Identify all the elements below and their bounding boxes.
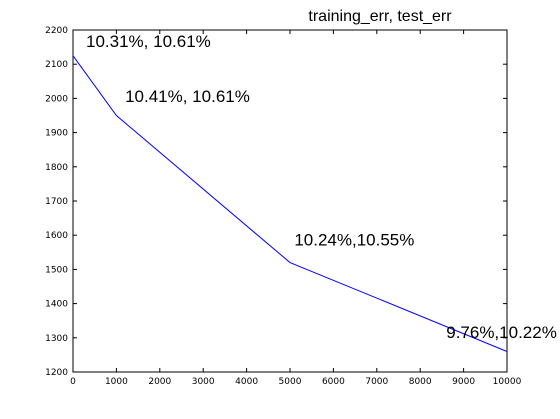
y-tick-label: 1800: [45, 163, 68, 173]
x-tick-label: 9000: [452, 377, 475, 387]
series-layer: [72, 55, 508, 352]
x-tick-label: 8000: [409, 377, 432, 387]
y-tick-label: 1500: [45, 265, 68, 275]
y-tick-label: 2000: [45, 94, 68, 104]
data-annotation: 10.41%, 10.61%: [125, 87, 250, 106]
y-tick-label: 1900: [45, 129, 68, 139]
x-tick-label: 6000: [322, 377, 345, 387]
x-tick-label: 7000: [365, 377, 388, 387]
y-tick-label: 1700: [45, 197, 68, 207]
data-annotation: 9.76%,10.22%: [446, 323, 557, 342]
y-tick-label: 1300: [45, 334, 68, 344]
y-axis: 1200 1300 1400 1500 1600 1700 1800 1900 2000 2100…: [45, 26, 507, 378]
data-annotation: 10.31%, 10.61%: [86, 32, 211, 51]
data-annotation: 10.24%,10.55%: [294, 230, 414, 249]
x-axis: 0 1000 2000 3000 4000 5000 6000 7000 8000 9000 100…: [70, 30, 522, 387]
x-tick-label: 3000: [192, 377, 215, 387]
x-tick-label: 5000: [279, 377, 302, 387]
chart-title: training_err, test_err: [308, 8, 452, 25]
x-tick-label: 4000: [235, 377, 258, 387]
annotations: 10.31%, 10.61% 10.41%, 10.61% 10.24%,10.55…: [86, 32, 557, 342]
y-tick-label: 2200: [45, 26, 68, 36]
x-tick-label: 10000: [493, 377, 522, 387]
x-tick-label: 2000: [148, 377, 171, 387]
x-tick-label: 1000: [105, 377, 128, 387]
series-line: [72, 55, 508, 352]
y-tick-label: 2100: [45, 60, 68, 70]
plot-area: [72, 29, 508, 373]
y-tick-label: 1200: [45, 368, 68, 378]
y-tick-label: 1600: [45, 231, 68, 241]
x-tick-label: 0: [70, 377, 76, 387]
y-tick-label: 1400: [45, 300, 68, 310]
